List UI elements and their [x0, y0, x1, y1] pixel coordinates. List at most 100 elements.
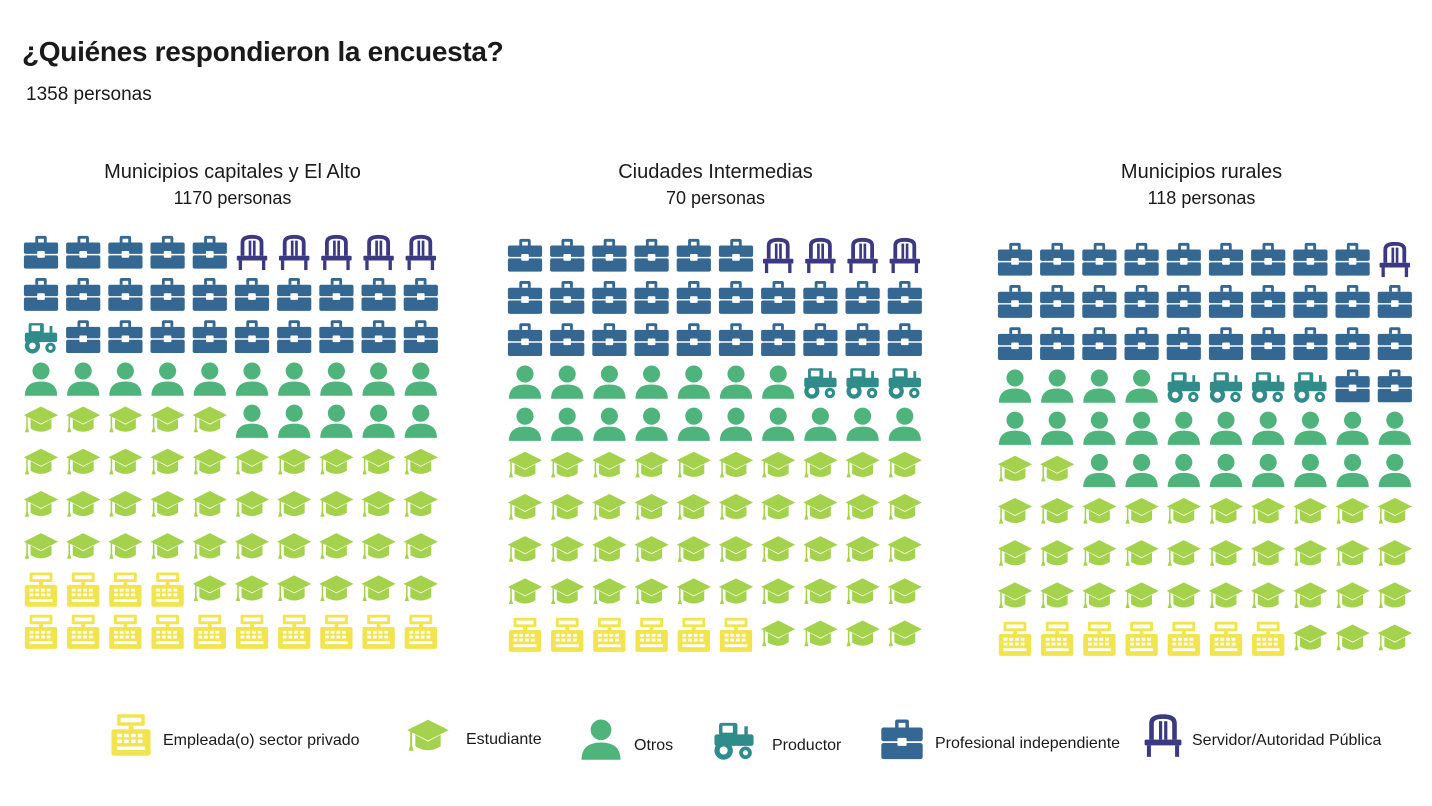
estudiante-icon — [23, 533, 59, 559]
estudiante-icon — [803, 493, 838, 520]
otros-icon — [1125, 453, 1158, 488]
estudiante-icon — [234, 490, 270, 517]
profesional-icon — [803, 323, 838, 357]
profesional-icon — [1040, 242, 1075, 276]
legend-briefcase-icon — [881, 719, 923, 760]
profesional-icon — [1040, 285, 1075, 318]
profesional-icon — [277, 278, 312, 311]
profesional-icon — [192, 320, 227, 354]
estudiante-icon — [1040, 497, 1075, 524]
estudiante-icon — [676, 578, 711, 604]
estudiante-icon — [1166, 540, 1201, 566]
empleada-icon — [109, 614, 142, 649]
otros-icon — [998, 411, 1032, 445]
profesional-icon — [676, 281, 711, 314]
profesional-icon — [361, 278, 396, 311]
estudiante-icon — [1335, 540, 1370, 566]
servidor-icon — [321, 234, 352, 271]
estudiante-icon — [66, 533, 101, 559]
servidor-icon — [1379, 241, 1410, 278]
otros-icon — [235, 362, 269, 396]
estudiante-icon — [234, 575, 270, 601]
otros-icon — [1336, 411, 1369, 445]
otros-icon — [635, 407, 668, 441]
otros-icon — [1336, 453, 1369, 488]
panel-title-rurales: Municipios rurales — [1120, 161, 1283, 183]
empleada-icon — [677, 617, 710, 652]
estudiante-icon — [887, 451, 922, 478]
otros-icon — [1252, 453, 1285, 488]
otros-icon — [1378, 411, 1411, 445]
empleada-icon — [551, 617, 584, 652]
empleada-icon — [24, 572, 58, 607]
profesional-icon — [1208, 242, 1244, 276]
otros-icon — [109, 362, 142, 396]
empleada-icon — [362, 614, 395, 649]
otros-icon — [551, 365, 584, 399]
estudiante-icon — [150, 448, 185, 475]
legend-label-empleada: Empleada(o) sector privado — [163, 732, 360, 749]
otros-icon — [278, 362, 311, 396]
legend-chair-icon — [1144, 714, 1182, 757]
estudiante-icon — [1377, 540, 1412, 566]
profesional-icon — [1124, 242, 1159, 276]
estudiante-icon — [108, 406, 143, 433]
chart-subtitle: 1358 personas — [26, 84, 152, 105]
estudiante-icon — [66, 448, 101, 475]
empleada-icon — [151, 572, 184, 607]
profesional-icon — [887, 323, 922, 357]
legend-person-icon — [581, 719, 621, 760]
estudiante-icon — [319, 490, 354, 517]
profesional-icon — [997, 285, 1033, 318]
otros-icon — [635, 365, 668, 399]
estudiante-icon — [845, 620, 880, 647]
otros-icon — [998, 369, 1032, 403]
empleada-icon — [278, 614, 311, 649]
estudiante-icon — [1335, 624, 1370, 651]
estudiante-icon — [108, 448, 143, 475]
profesional-icon — [150, 278, 185, 311]
estudiante-icon — [1124, 497, 1159, 524]
otros-icon — [235, 404, 269, 438]
estudiante-icon — [887, 493, 922, 520]
otros-icon — [24, 362, 58, 396]
estudiante-icon — [1335, 582, 1370, 608]
otros-icon — [1378, 453, 1411, 488]
estudiante-icon — [887, 536, 922, 562]
profesional-icon — [550, 323, 585, 357]
estudiante-icon — [192, 406, 227, 433]
otros-icon — [888, 407, 921, 441]
estudiante-icon — [997, 540, 1033, 566]
otros-icon — [1083, 411, 1116, 445]
otros-icon — [404, 404, 437, 438]
servidor-icon — [763, 237, 794, 274]
empleada-icon — [719, 617, 753, 652]
estudiante-icon — [761, 620, 796, 647]
otros-icon — [551, 407, 584, 441]
otros-icon — [1294, 411, 1327, 445]
profesional-icon — [845, 323, 880, 357]
estudiante-icon — [1335, 497, 1370, 524]
empleada-icon — [1167, 621, 1200, 656]
estudiante-icon — [108, 533, 143, 559]
panel-subtitle-capitales: 1170 personas — [173, 188, 292, 208]
otros-icon — [320, 404, 353, 438]
estudiante-icon — [718, 536, 754, 562]
estudiante-icon — [1293, 540, 1328, 566]
profesional-icon — [277, 320, 312, 354]
empleada-icon — [67, 614, 100, 649]
profesional-icon — [150, 235, 185, 269]
profesional-icon — [592, 281, 627, 314]
estudiante-icon — [845, 451, 880, 478]
estudiante-icon — [319, 575, 354, 601]
profesional-icon — [718, 238, 754, 272]
estudiante-icon — [108, 490, 143, 517]
estudiante-icon — [1293, 624, 1328, 651]
estudiante-icon — [1377, 624, 1412, 651]
otros-icon — [677, 407, 710, 441]
profesional-icon — [108, 278, 143, 311]
estudiante-icon — [997, 497, 1033, 524]
otros-icon — [1083, 369, 1116, 403]
empleada-icon — [635, 617, 668, 652]
servidor-icon — [279, 234, 310, 271]
